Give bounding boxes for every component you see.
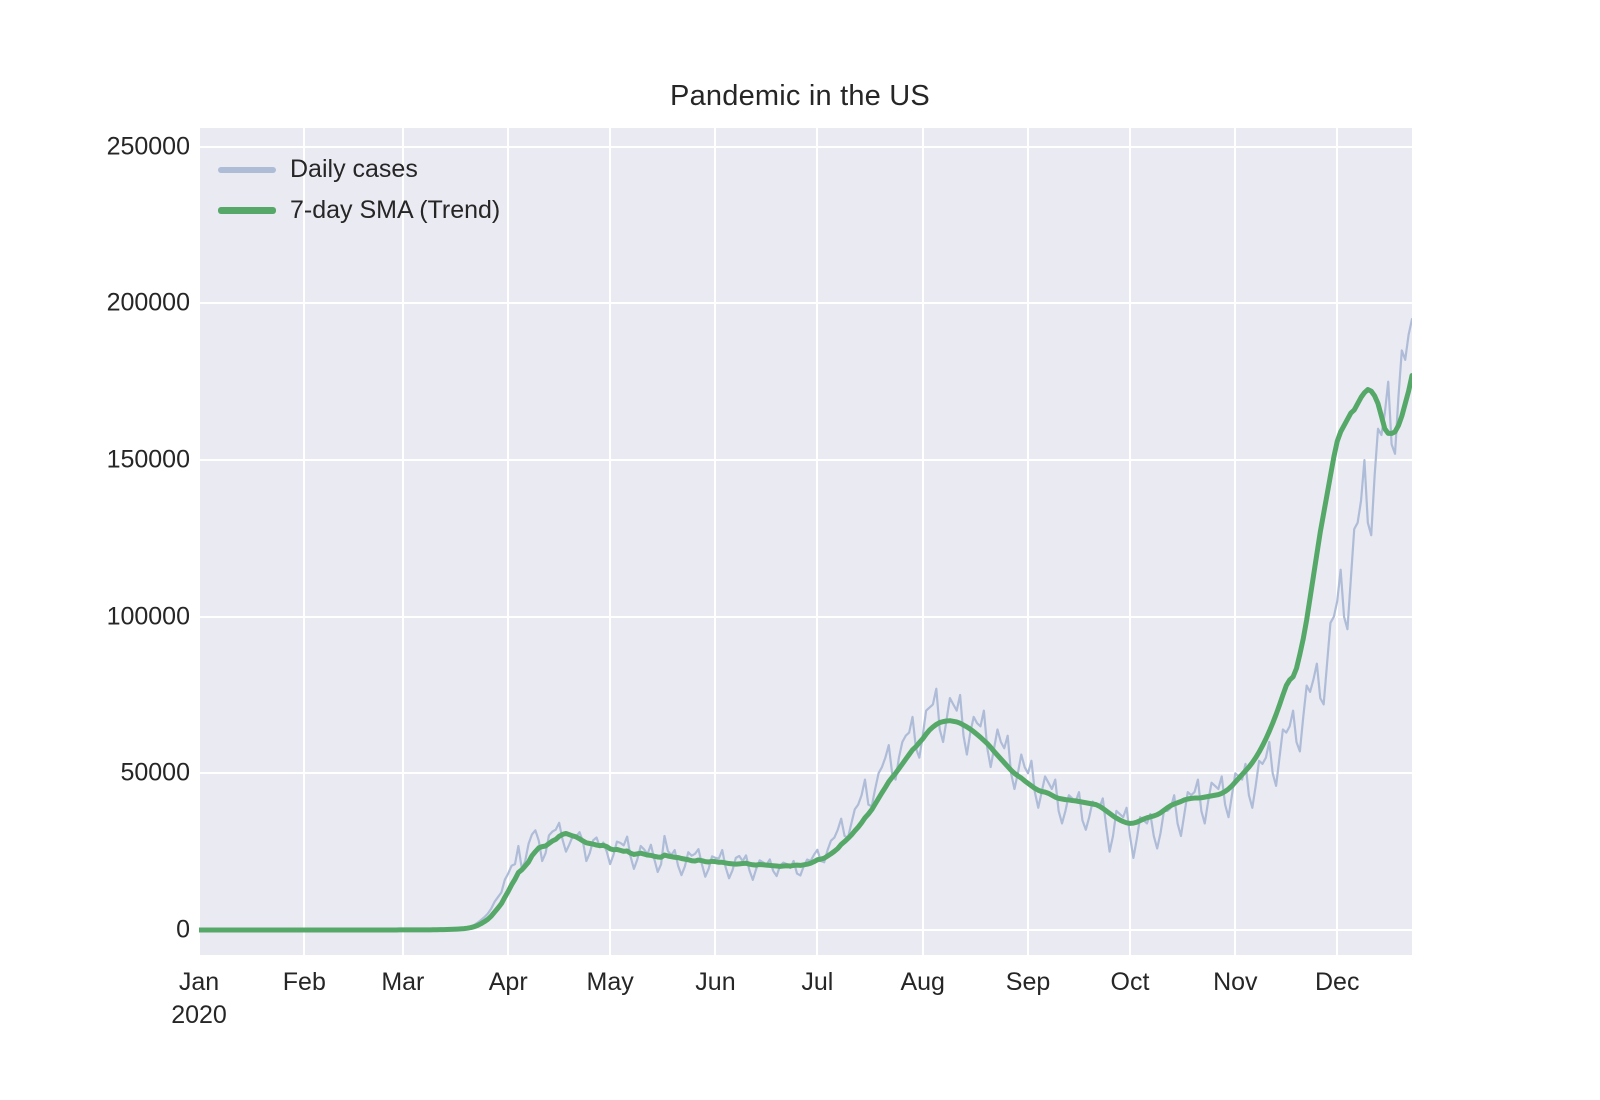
x-axis-year-label: 2020	[171, 1001, 227, 1029]
x-axis-tick-label: Dec	[1315, 968, 1360, 996]
page-title: Pandemic in the US	[670, 80, 930, 112]
legend-label-daily-cases: Daily cases	[290, 155, 418, 183]
y-axis-tick-label: 0	[176, 915, 190, 944]
legend-item-daily-cases: Daily cases	[218, 149, 500, 190]
legend-item-sma-trend: 7-day SMA (Trend)	[218, 190, 500, 231]
plot-area	[199, 128, 1412, 955]
gridline-horizontal	[199, 772, 1412, 775]
x-axis-tick-label: May	[586, 968, 634, 996]
gridline-vertical	[816, 128, 819, 955]
gridline-horizontal	[199, 459, 1412, 462]
gridline-horizontal	[199, 145, 1412, 148]
gridline-vertical	[714, 128, 717, 955]
x-axis-tick-label: Mar	[381, 968, 425, 996]
gridline-vertical	[609, 128, 612, 955]
x-axis-tick-label: Feb	[282, 968, 326, 996]
gridline-horizontal	[199, 302, 1412, 305]
x-axis-tick-label: Oct	[1110, 968, 1150, 996]
x-axis-tick-label: Jan 2020	[171, 968, 227, 1029]
gridline-vertical	[1128, 128, 1131, 955]
gridline-horizontal	[199, 615, 1412, 618]
gridline-vertical	[1027, 128, 1030, 955]
legend-color-swatch-sma-trend	[218, 207, 276, 214]
y-axis-tick-label: 100000	[106, 602, 190, 631]
y-axis-tick-label: 50000	[120, 758, 190, 787]
x-axis-tick-label: Apr	[488, 968, 528, 996]
gridline-vertical	[401, 128, 404, 955]
chart-legend: Daily cases 7-day SMA (Trend)	[212, 143, 510, 237]
gridline-vertical	[199, 128, 200, 955]
x-axis-tick-label: Aug	[900, 968, 945, 996]
gridline-horizontal	[199, 928, 1412, 931]
x-axis-tick-label: Jun	[695, 968, 736, 996]
x-axis-tick-label: Jul	[801, 968, 834, 996]
gridline-vertical	[507, 128, 510, 955]
y-axis-tick-label: 150000	[106, 445, 190, 474]
gridline-vertical	[1234, 128, 1237, 955]
gridline-vertical	[921, 128, 924, 955]
series-plot	[199, 317, 1412, 933]
gridline-vertical	[1336, 128, 1339, 955]
series-line-sma-trend	[199, 372, 1412, 933]
legend-color-swatch-daily-cases	[218, 166, 276, 173]
x-axis-tick-label: Nov	[1213, 968, 1258, 996]
gridline-vertical	[303, 128, 306, 955]
x-axis-tick-label: Sep	[1005, 968, 1051, 996]
y-axis-tick-label: 250000	[106, 132, 190, 161]
legend-label-sma-trend: 7-day SMA (Trend)	[290, 196, 501, 224]
y-axis-tick-label: 200000	[106, 288, 190, 317]
series-line-daily-cases	[199, 317, 1412, 932]
